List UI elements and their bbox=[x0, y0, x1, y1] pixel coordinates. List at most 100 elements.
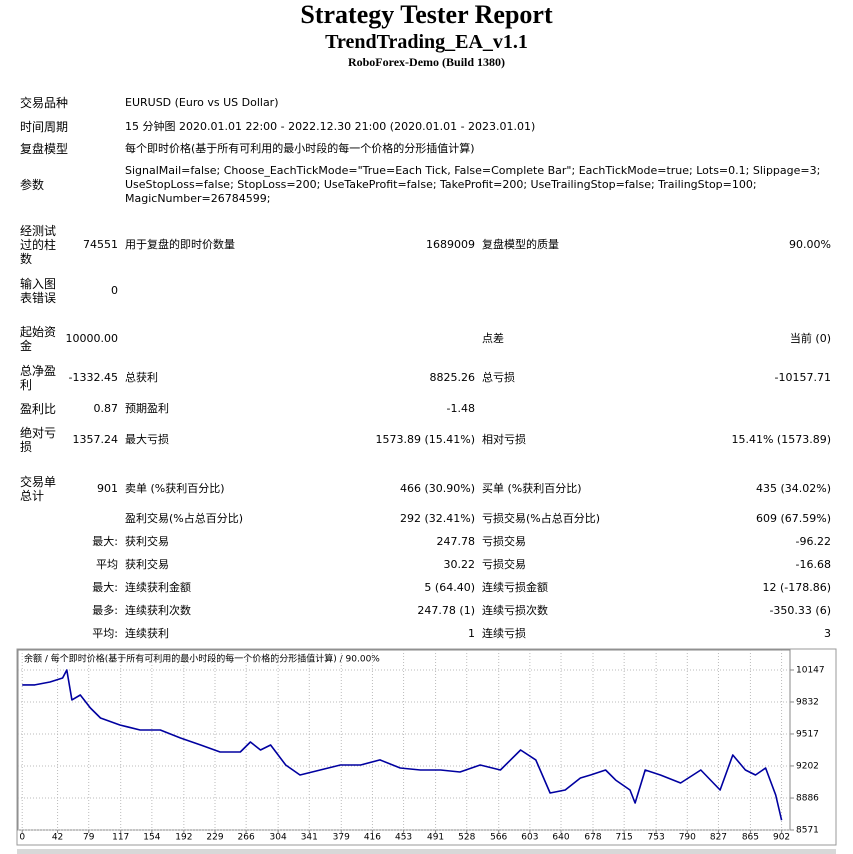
item-name: 连续获利 bbox=[125, 627, 169, 640]
x-tick-label: 566 bbox=[490, 833, 507, 843]
balance-line bbox=[22, 669, 783, 821]
y-tick-label: 9517 bbox=[796, 729, 819, 739]
x-tick-label: 603 bbox=[521, 833, 538, 843]
row-prefix: 最多: bbox=[92, 604, 118, 617]
row-value: 每个即时价格(基于所有可利用的最小时段的每一个价格的分形插值计算) bbox=[125, 142, 475, 155]
chart-title: 余额 / 每个即时价格(基于所有可利用的最小时段的每一个价格的分形插值计算) /… bbox=[24, 653, 380, 665]
item-name: 总亏损 bbox=[482, 371, 515, 384]
x-tick-label: 379 bbox=[333, 833, 350, 843]
item-name: 预期盈利 bbox=[125, 402, 169, 415]
item-value: 90.00% bbox=[789, 238, 831, 251]
item-value: 5 (64.40) bbox=[424, 581, 475, 594]
x-tick-label: 790 bbox=[679, 833, 696, 843]
item-name: 连续亏损 bbox=[482, 627, 526, 640]
item-name: 点差 bbox=[482, 332, 504, 345]
row-label: 起始资金 bbox=[20, 325, 57, 353]
item-name: 连续获利次数 bbox=[125, 604, 191, 617]
x-tick-label: 902 bbox=[773, 833, 790, 843]
row-prefix: 最大: bbox=[92, 535, 118, 548]
item-value: 247.78 bbox=[436, 535, 476, 548]
item-name: 卖单 (%获利百分比) bbox=[125, 482, 225, 495]
item-value: -96.22 bbox=[795, 535, 831, 548]
item-value: -10157.71 bbox=[774, 371, 831, 384]
x-tick-label: 266 bbox=[238, 833, 255, 843]
row-prefix: 平均: bbox=[92, 627, 118, 640]
item-value: 15.41% (1573.89) bbox=[731, 433, 831, 446]
item-value: 当前 (0) bbox=[789, 332, 831, 345]
row-value: 74551 bbox=[83, 238, 118, 251]
y-tick-label: 8571 bbox=[796, 826, 819, 836]
x-tick-label: 678 bbox=[584, 833, 601, 843]
item-name: 总获利 bbox=[125, 371, 158, 384]
item-name: 相对亏损 bbox=[482, 433, 526, 446]
item-name: 用于复盘的即时价数量 bbox=[125, 238, 235, 251]
item-name: 亏损交易 bbox=[482, 558, 526, 571]
report-title: Strategy Tester Report bbox=[300, 0, 553, 29]
x-tick-label: 453 bbox=[395, 833, 412, 843]
row-label: 参数 bbox=[20, 178, 45, 192]
x-tick-label: 79 bbox=[83, 833, 95, 843]
item-value: 3 bbox=[824, 627, 831, 640]
item-value: 435 (34.02%) bbox=[755, 482, 831, 495]
row-value: 10000.00 bbox=[65, 332, 119, 345]
row-label: 交易品种 bbox=[20, 96, 69, 110]
x-tick-label: 117 bbox=[112, 833, 129, 843]
x-tick-label: 753 bbox=[648, 833, 665, 843]
item-name: 亏损交易 bbox=[482, 535, 526, 548]
report-build: RoboForex-Demo (Build 1380) bbox=[347, 55, 506, 69]
row-label: 总净盈利 bbox=[20, 364, 57, 392]
row-label: 输入图表错误 bbox=[20, 277, 57, 305]
item-name: 连续亏损次数 bbox=[482, 604, 548, 617]
item-value: 1573.89 (15.41%) bbox=[375, 433, 475, 446]
item-value: -16.68 bbox=[795, 558, 831, 571]
row-prefix: 平均 bbox=[96, 558, 118, 571]
x-tick-label: 640 bbox=[552, 833, 569, 843]
x-tick-label: 229 bbox=[206, 833, 223, 843]
item-name: 盈利交易(%占总百分比) bbox=[125, 512, 244, 525]
row-label: 绝对亏损 bbox=[20, 426, 57, 454]
x-tick-label: 192 bbox=[175, 833, 192, 843]
item-name: 获利交易 bbox=[125, 535, 169, 548]
row-value: EURUSD (Euro vs US Dollar) bbox=[125, 96, 279, 109]
y-tick-label: 8886 bbox=[796, 794, 819, 804]
row-label: 交易单总计 bbox=[20, 475, 57, 503]
row-label: 复盘模型 bbox=[20, 142, 69, 156]
item-value: 292 (32.41%) bbox=[399, 512, 475, 525]
item-name: 连续获利金额 bbox=[125, 581, 191, 594]
x-tick-label: 528 bbox=[458, 833, 475, 843]
item-value: 1689009 bbox=[426, 238, 475, 251]
row-value: SignalMail=false; Choose_EachTickMode="T… bbox=[125, 164, 821, 205]
x-tick-label: 0 bbox=[19, 833, 25, 843]
x-tick-label: 416 bbox=[364, 833, 381, 843]
scrollbar bbox=[17, 849, 836, 854]
item-value: 247.78 (1) bbox=[417, 604, 475, 617]
item-name: 买单 (%获利百分比) bbox=[482, 482, 582, 495]
row-value: 15 分钟图 2020.01.01 22:00 - 2022.12.30 21:… bbox=[125, 120, 536, 133]
row-value: -1332.45 bbox=[68, 371, 118, 384]
row-label: 时间周期 bbox=[20, 120, 69, 134]
x-tick-label: 865 bbox=[742, 833, 759, 843]
row-label: 经测试过的柱数 bbox=[20, 224, 57, 266]
x-tick-label: 42 bbox=[52, 833, 63, 843]
item-name: 获利交易 bbox=[125, 558, 169, 571]
item-value: -1.48 bbox=[446, 402, 475, 415]
item-value: 8825.26 bbox=[429, 371, 476, 384]
item-value: 1 bbox=[468, 627, 475, 640]
x-tick-label: 304 bbox=[270, 833, 287, 843]
item-name: 连续亏损金额 bbox=[482, 581, 548, 594]
item-name: 亏损交易(%占总百分比) bbox=[482, 512, 601, 525]
x-tick-label: 341 bbox=[301, 833, 318, 843]
item-name: 最大亏损 bbox=[125, 433, 169, 446]
x-tick-label: 491 bbox=[427, 833, 444, 843]
row-value: 0.87 bbox=[93, 402, 119, 415]
item-value: 466 (30.90%) bbox=[399, 482, 475, 495]
y-tick-label: 9832 bbox=[796, 697, 819, 707]
item-value: 12 (-178.86) bbox=[762, 581, 831, 594]
row-value: 901 bbox=[97, 482, 118, 495]
y-tick-label: 9202 bbox=[796, 761, 819, 771]
x-tick-label: 827 bbox=[710, 833, 727, 843]
item-name: 复盘模型的质量 bbox=[482, 238, 559, 251]
x-tick-label: 715 bbox=[616, 833, 633, 843]
